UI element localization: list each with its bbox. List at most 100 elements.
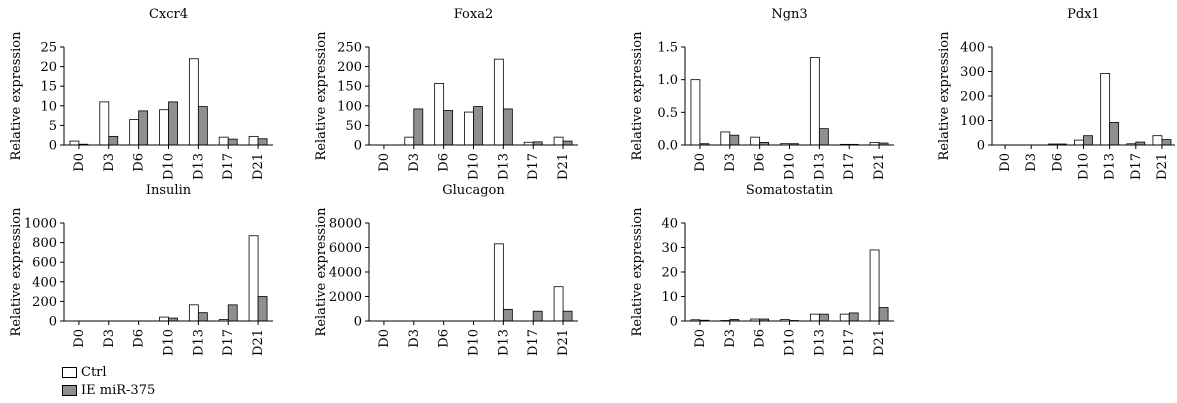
bar-ie-D21 <box>562 140 573 146</box>
x-tick-label: D13 <box>812 329 827 356</box>
y-tick-label: 5 <box>49 119 57 134</box>
bar-ie-D10 <box>168 101 178 146</box>
y-axis-label: Relative expression <box>937 31 952 161</box>
bar-ctrl-D21 <box>869 249 880 322</box>
x-tick-label: D17 <box>526 329 541 356</box>
x-tick-label: D10 <box>783 153 798 180</box>
x-tick-label: D10 <box>467 153 482 180</box>
x-tick-label: D13 <box>191 153 206 180</box>
chart-3: Pdx1 Relative expression 0 100 200 300 400 D0 D3… <box>937 7 1175 180</box>
y-tick-label: 0 <box>354 139 362 154</box>
bar-ie-D13 <box>197 312 208 322</box>
y-tick-label: 0 <box>49 315 57 330</box>
y-tick-label: 20 <box>40 60 57 75</box>
y-tick-label: 40 <box>661 217 678 232</box>
x-tick-label: D3 <box>723 329 738 348</box>
legend-swatch-ctrl <box>62 366 77 378</box>
bar-ie-D13 <box>502 108 513 146</box>
x-tick-label: D3 <box>407 153 422 172</box>
x-tick-label: D0 <box>72 153 87 172</box>
bar-ctrl-D21 <box>1152 135 1163 146</box>
chart-title: Pdx1 <box>1067 7 1100 22</box>
bar-ctrl-D6 <box>434 83 445 146</box>
x-tick-label: D3 <box>102 153 117 172</box>
x-tick-label: D0 <box>72 329 87 348</box>
x-tick-label: D10 <box>467 329 482 356</box>
bar-ctrl-D21 <box>248 235 259 322</box>
y-tick-label: 600 <box>32 256 57 271</box>
y-tick-label: 200 <box>960 90 985 105</box>
bar-ie-D6 <box>138 110 149 146</box>
x-tick-label: D21 <box>251 153 266 180</box>
x-tick-label: D21 <box>1155 153 1170 180</box>
bar-ie-D17 <box>227 138 238 146</box>
bar-ctrl-D17 <box>218 136 229 146</box>
bar-ctrl-D13 <box>1100 73 1111 146</box>
chart-title: Foxa2 <box>454 7 494 22</box>
legend-item-ie: IE miR-375 <box>62 381 155 399</box>
y-tick-label: 15 <box>40 80 57 95</box>
y-axis-label: Relative expression <box>630 207 645 337</box>
y-tick-label: 6000 <box>329 241 362 256</box>
y-tick-label: 100 <box>960 114 985 129</box>
x-tick-label: D0 <box>693 329 708 348</box>
bar-ie-D10 <box>1083 135 1093 146</box>
bar-ctrl-D13 <box>188 304 199 322</box>
x-tick-label: D6 <box>437 329 452 348</box>
bar-ie-D21 <box>562 310 573 322</box>
bar-ie-D13 <box>1109 122 1120 146</box>
legend-swatch-ie <box>62 384 77 396</box>
chart-5: Glucagon Relative expression 0 2000 4000 6000… <box>314 183 578 356</box>
y-tick-label: 25 <box>40 41 57 56</box>
bar-ie-D21 <box>257 296 268 322</box>
y-tick-label: 100 <box>337 99 362 114</box>
y-axis-label: Relative expression <box>314 207 329 337</box>
chart-title: Cxcr4 <box>149 7 188 22</box>
x-tick-label: D3 <box>102 329 117 348</box>
y-tick-label: 0.5 <box>657 106 678 121</box>
bar-ctrl-D10 <box>159 316 169 322</box>
bar-ie-D10 <box>473 106 483 146</box>
bar-ctrl-D10 <box>159 109 169 146</box>
bar-ctrl-D0 <box>690 79 701 146</box>
y-tick-label: 800 <box>32 236 57 251</box>
bar-ctrl-D6 <box>750 136 761 146</box>
bar-ctrl-D3 <box>99 101 110 146</box>
x-tick-label: D0 <box>377 153 392 172</box>
bar-ctrl-D10 <box>1074 139 1084 146</box>
bar-ctrl-D21 <box>248 135 259 146</box>
y-tick-label: 0 <box>670 315 678 330</box>
y-tick-label: 200 <box>337 60 362 75</box>
y-tick-label: 10 <box>40 99 57 114</box>
chart-1: Foxa2 Relative expression 0 50 100 150 200 250 D… <box>314 7 578 180</box>
chart-2: Ngn3 Relative expression 0.0 0.5 1.0 1.5 D0 D3 D… <box>630 7 894 180</box>
y-tick-label: 4000 <box>329 266 362 281</box>
y-tick-label: 250 <box>337 41 362 56</box>
x-tick-label: D0 <box>693 153 708 172</box>
x-tick-label: D0 <box>377 329 392 348</box>
y-tick-label: 400 <box>960 41 985 56</box>
legend-label-ie: IE miR-375 <box>81 382 156 398</box>
x-tick-label: D3 <box>723 153 738 172</box>
x-tick-label: D6 <box>132 153 147 172</box>
y-tick-label: 30 <box>661 241 678 256</box>
y-tick-label: 0 <box>49 139 57 154</box>
y-tick-label: 1000 <box>24 217 57 232</box>
x-tick-label: D10 <box>783 329 798 356</box>
x-tick-label: D17 <box>221 329 236 356</box>
chart-4: Insulin Relative expression 0 200 400 600 800 1… <box>9 183 273 356</box>
bar-ie-D13 <box>197 106 208 146</box>
y-tick-label: 300 <box>960 65 985 80</box>
x-tick-label: D13 <box>496 329 511 356</box>
chart-title: Somatostatin <box>746 183 834 198</box>
y-axis-label: Relative expression <box>630 31 645 161</box>
y-axis-label: Relative expression <box>314 31 329 161</box>
bar-ie-D3 <box>413 108 424 146</box>
y-tick-label: 400 <box>32 275 57 290</box>
y-tick-label: 0 <box>977 139 985 154</box>
x-tick-label: D17 <box>1129 153 1144 180</box>
x-tick-label: D0 <box>998 153 1013 172</box>
bar-ie-D13 <box>818 313 829 322</box>
chart-title: Insulin <box>146 183 192 198</box>
